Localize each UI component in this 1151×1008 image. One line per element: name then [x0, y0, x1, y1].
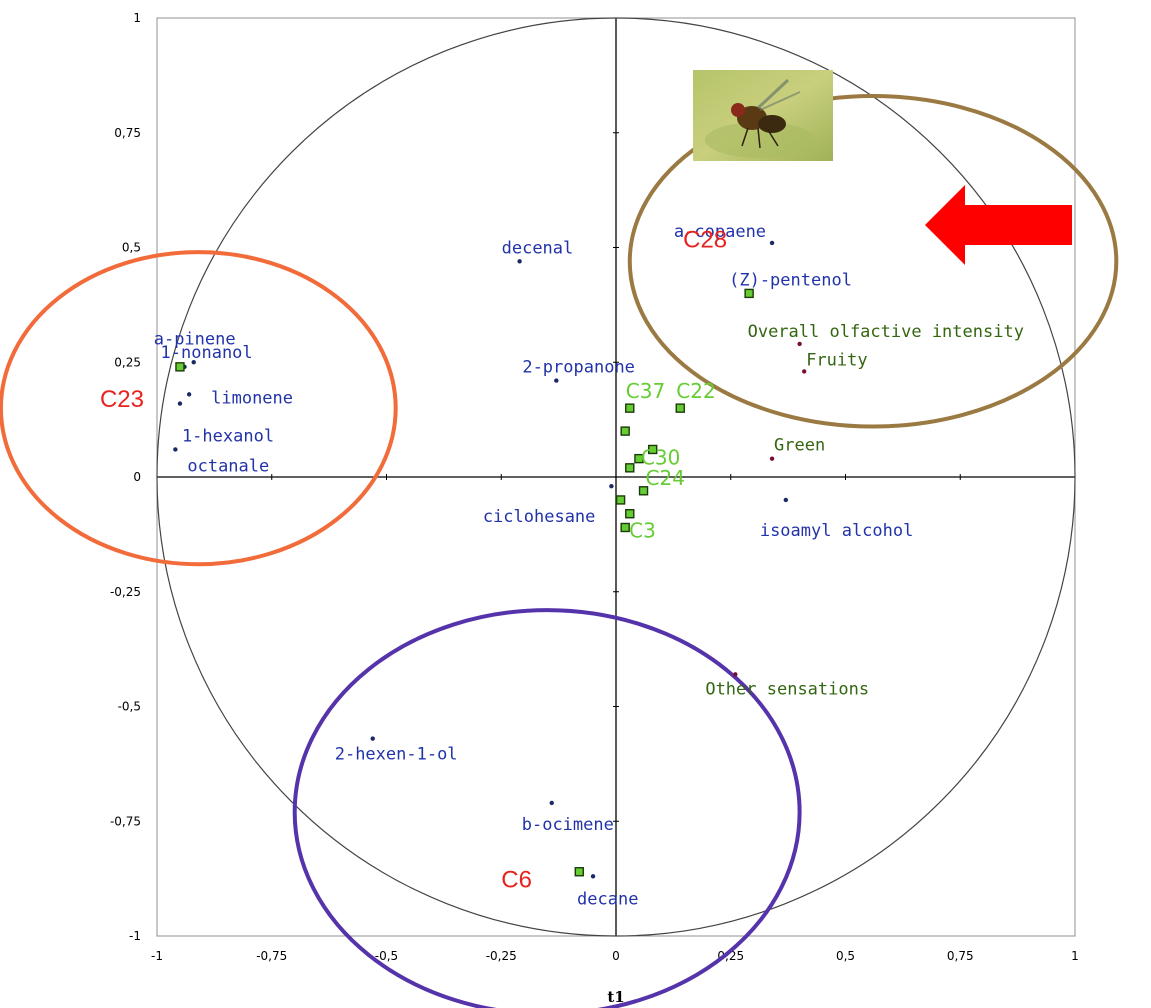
variable-point — [783, 497, 789, 503]
highlighted-point — [744, 288, 754, 299]
tick-labels: -1 -0,75 -0,5 -0,25 0 0,25 0,5 0,75 1 1 0,75 0,5 0,2… — [110, 11, 1079, 963]
observation-point — [675, 403, 685, 413]
highlighted-label: C6 — [501, 867, 532, 894]
y-tick-label: 1 — [133, 11, 141, 25]
variable-point — [517, 259, 522, 264]
upper-right-group-ellipse — [627, 94, 1119, 429]
red-arrow — [925, 185, 1072, 265]
observation-label: C24 — [646, 466, 685, 490]
x-tick-label: 0,25 — [717, 949, 744, 963]
y-tick-label: -0,5 — [118, 700, 141, 714]
variable-point — [186, 392, 192, 397]
sensory-point — [797, 341, 802, 347]
observation-label: C22 — [676, 379, 715, 403]
variable-point — [590, 874, 596, 879]
sensory-label: Green — [774, 436, 825, 456]
volatile-label: 2-hexen-1-ol — [335, 745, 458, 765]
x-tick-label: -0,5 — [375, 949, 398, 963]
correlation-circle — [156, 17, 1076, 937]
y-tick-label: -0,75 — [110, 814, 141, 828]
observation-point — [638, 486, 649, 496]
sensory-point — [733, 672, 738, 677]
observation-point — [615, 495, 626, 505]
highlighted-label: C28 — [683, 226, 727, 253]
observation-point — [620, 522, 630, 533]
variable-point — [769, 240, 775, 246]
observation-point — [620, 426, 630, 436]
x-tick-label: 1 — [1071, 949, 1079, 963]
y-tick-label: 0,75 — [114, 126, 141, 140]
bottom-group-ellipse — [292, 608, 802, 1008]
y-tick-label: -0,25 — [110, 585, 141, 599]
variable-point — [554, 378, 559, 383]
variable-point — [173, 447, 178, 452]
variable-point — [549, 800, 554, 806]
observation-label: C3 — [629, 518, 656, 542]
highlighted-point — [175, 362, 185, 372]
sensory-label: Overall olfactive intensity — [748, 322, 1024, 342]
y-tick-label: 0 — [133, 470, 141, 484]
volatile-label: ciclohesane — [483, 507, 596, 527]
volatile-label: (Z)-pentenol — [729, 270, 852, 290]
variable-point — [609, 483, 614, 489]
volatile-label: 1-nonanol — [161, 343, 253, 363]
x-tick-label: -0,25 — [486, 949, 517, 963]
data-labels: a-copaene (Z)-pentenol decenal 2-propanone a… — [100, 222, 1024, 909]
sensory-label: Fruity — [806, 350, 867, 370]
observation-point — [648, 444, 658, 455]
sensory-label: Other sensations — [705, 679, 869, 699]
x-tick-label: 0,5 — [836, 949, 855, 963]
variable-point — [370, 736, 375, 741]
volatile-label: a-copaene — [674, 222, 766, 242]
highlight-ellipses — [0, 94, 1119, 1008]
data-points — [173, 240, 807, 879]
observation-label: C30 — [641, 446, 680, 470]
x-tick-label: 0 — [612, 949, 620, 963]
observation-point — [634, 453, 644, 464]
highlighted-label: C23 — [100, 386, 144, 413]
left-group-ellipse — [0, 250, 398, 567]
sensory-point — [801, 369, 807, 374]
variable-point — [191, 360, 196, 365]
volatile-label: decane — [577, 889, 638, 909]
y-tick-label: 0,5 — [122, 241, 141, 255]
volatile-label: a-pinene — [154, 329, 236, 349]
x-tick-label: -1 — [151, 949, 163, 963]
volatile-label: decenal — [502, 238, 574, 258]
volatile-label: 1-hexanol — [182, 427, 274, 447]
volatile-label: isoamyl alcohol — [760, 521, 914, 541]
x-tick-label: 0,75 — [947, 949, 974, 963]
y-tick-label: 0,25 — [114, 355, 141, 369]
x-tick-label: -0,75 — [256, 949, 287, 963]
volatile-label: b-ocimene — [522, 815, 614, 835]
highlighted-point — [574, 867, 584, 877]
volatile-label: limonene — [211, 388, 293, 408]
observation-point — [625, 509, 635, 519]
volatile-label: 2-propanone — [522, 358, 635, 378]
observation-label: C37 — [626, 379, 665, 403]
x-axis-title: t1 — [607, 988, 624, 1006]
fruit-fly-photo — [693, 70, 833, 161]
observation-point — [625, 403, 635, 413]
variable-point — [177, 401, 183, 406]
observation-point — [625, 463, 635, 473]
y-tick-label: -1 — [129, 929, 141, 943]
sensory-point — [769, 456, 775, 461]
volatile-label: octanale — [187, 456, 269, 476]
